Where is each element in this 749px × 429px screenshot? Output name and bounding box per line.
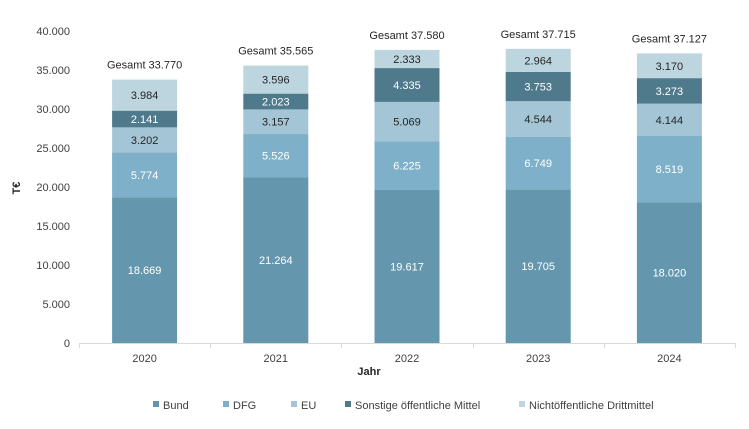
data-label: 21.264: [259, 255, 293, 267]
legend-swatch: [223, 401, 229, 407]
x-tick-label: 2023: [526, 353, 550, 365]
bar-segment: [505, 101, 571, 137]
y-tick-label: 35.000: [36, 65, 70, 77]
data-label: 3.202: [131, 135, 159, 147]
bar-segment: [243, 93, 309, 110]
bar-segment: [243, 134, 309, 178]
total-label: Gesamt 37.580: [369, 30, 444, 42]
total-label: Gesamt 33.770: [107, 60, 182, 72]
bar-segment: [112, 79, 178, 111]
bar-segment: [112, 127, 178, 153]
legend-item: EU: [291, 400, 316, 412]
y-tick-label: 25.000: [36, 143, 70, 155]
data-label: 5.069: [393, 117, 421, 129]
total-label: Gesamt 37.127: [632, 33, 707, 45]
bar-segment: [505, 189, 571, 343]
data-label: 18.669: [128, 265, 162, 277]
data-label: 3.273: [656, 86, 684, 98]
data-label: 3.984: [131, 90, 159, 102]
bar-segment: [374, 49, 440, 69]
x-tick-label: 2022: [395, 353, 419, 365]
y-tick-label: 30.000: [36, 104, 70, 116]
legend-label: EU: [301, 400, 316, 412]
y-tick-label: 5.000: [42, 299, 70, 311]
data-label: 6.749: [524, 158, 552, 170]
data-label: 2.964: [524, 55, 552, 67]
data-label: 4.544: [524, 114, 552, 126]
bar-segment: [505, 71, 571, 102]
y-tick-label: 20.000: [36, 182, 70, 194]
data-label: 3.170: [656, 61, 684, 73]
data-label: 3.596: [262, 75, 290, 87]
legend-item: Sonstige öffentliche Mittel: [345, 400, 480, 412]
bar-segment: [636, 78, 702, 104]
data-label: 3.753: [524, 82, 552, 94]
data-label: 4.335: [393, 80, 421, 92]
legend-label: DFG: [233, 400, 256, 412]
x-tick-label: 2024: [657, 353, 681, 365]
bar-segment: [636, 135, 702, 203]
legend-swatch: [291, 401, 297, 407]
bar-segment: [243, 177, 309, 343]
bar-segment: [374, 68, 440, 102]
data-label: 8.519: [656, 164, 684, 176]
legend-item: Bund: [153, 400, 189, 412]
data-label: 2.023: [262, 97, 290, 109]
bar-segment: [636, 53, 702, 79]
bar-segment: [112, 110, 178, 128]
legend-item: DFG: [223, 400, 256, 412]
legend-item: Nichtöffentliche Drittmittel: [519, 400, 654, 412]
y-tick-label: 15.000: [36, 221, 70, 233]
y-axis: 0 5.000 10.000 15.000 20.000 25.000 30.000 35.0…: [36, 26, 70, 350]
data-label: 2.333: [393, 54, 421, 66]
bar-segment: [243, 109, 309, 135]
data-label: 19.705: [521, 261, 555, 273]
y-tick-label: 10.000: [36, 260, 70, 272]
legend-swatch: [153, 401, 159, 407]
bar-segment: [505, 48, 571, 72]
bar-segment: [112, 152, 178, 198]
bar-segment: [636, 202, 702, 343]
y-tick-label: 0: [64, 338, 70, 350]
data-label: 3.157: [262, 117, 290, 129]
bar-segment: [636, 103, 702, 136]
data-label: 2.141: [131, 114, 159, 126]
legend-label: Nichtöffentliche Drittmittel: [529, 400, 654, 412]
x-tick-label: 2021: [264, 353, 288, 365]
data-label: 5.526: [262, 151, 290, 163]
legend-label: Sonstige öffentliche Mittel: [355, 400, 480, 412]
y-axis-title: T€: [11, 182, 23, 195]
bar-segment: [374, 101, 440, 142]
x-axis-title: Jahr: [357, 366, 381, 378]
data-label: 5.774: [131, 170, 159, 182]
data-label: 19.617: [390, 261, 424, 273]
bar-segment: [374, 141, 440, 190]
bars: 18.669 5.774 3.202 2.141 3.984 21.264 5.526 3.1…: [112, 48, 702, 343]
bar-segment: [112, 197, 178, 343]
y-tick-label: 40.000: [36, 26, 70, 38]
data-label: 4.144: [656, 115, 684, 127]
legend-swatch: [519, 401, 525, 407]
x-axis: 2020 2021 2022 2023 2024: [79, 343, 736, 365]
legend-label: Bund: [163, 400, 189, 412]
total-labels: Gesamt 33.770 Gesamt 35.565 Gesamt 37.580 G…: [107, 29, 707, 72]
total-label: Gesamt 35.565: [238, 46, 313, 58]
x-tick-label: 2020: [132, 353, 156, 365]
legend: Bund DFG EU Sonstige öffentliche Mittel Nich…: [153, 400, 654, 412]
bar-segment: [374, 189, 440, 343]
bar-segment: [243, 65, 309, 94]
bar-segment: [505, 136, 571, 190]
data-label: 18.020: [653, 268, 687, 280]
legend-swatch: [345, 401, 351, 407]
data-label: 6.225: [393, 161, 421, 173]
total-label: Gesamt 37.715: [501, 29, 576, 41]
